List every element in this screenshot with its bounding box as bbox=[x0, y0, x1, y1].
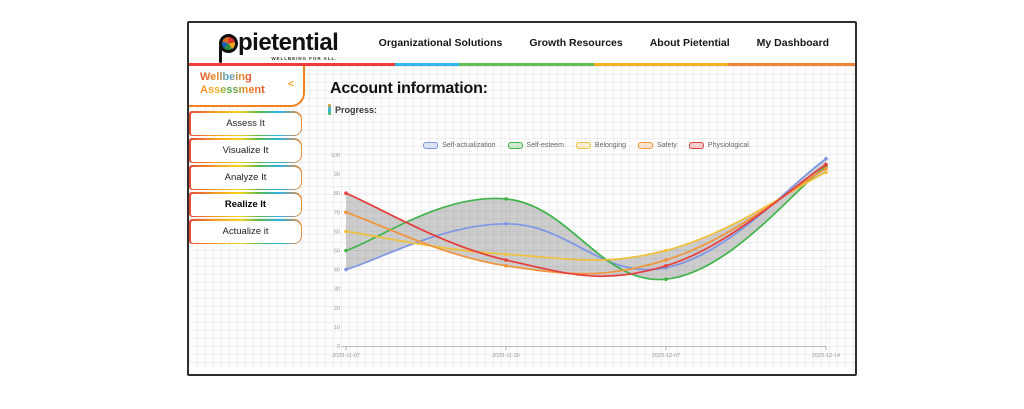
svg-text:60: 60 bbox=[334, 229, 340, 235]
logo-tagline: WELLBEING FOR ALL. bbox=[271, 56, 338, 61]
sidebar-item-label: Assess It bbox=[190, 112, 301, 135]
nav-about-pietential[interactable]: About Pietential bbox=[649, 37, 730, 49]
svg-text:2023-12-07: 2023-12-07 bbox=[652, 353, 680, 359]
page-title: Account information: bbox=[330, 80, 488, 97]
legend-label: Self-esteem bbox=[526, 142, 564, 149]
sidebar-header: Wellbeing Assessment < bbox=[189, 66, 305, 107]
sidebar-item-visualize-it[interactable]: Visualize It bbox=[189, 138, 302, 163]
header: pietential WELLBEING FOR ALL. Organizati… bbox=[189, 23, 855, 63]
sidebar-item-label: Visualize It bbox=[190, 139, 301, 162]
progress-accent-bar bbox=[328, 104, 331, 115]
content-area: Wellbeing Assessment < Assess It Visualiz… bbox=[189, 66, 855, 367]
legend-swatch-icon bbox=[638, 142, 654, 149]
svg-text:40: 40 bbox=[334, 268, 340, 274]
chart-legend: Self-actualization Self-esteem Belonging Sa… bbox=[346, 142, 826, 149]
sidebar-title: Wellbeing Assessment bbox=[200, 71, 265, 96]
legend-label: Physiological bbox=[707, 142, 749, 149]
legend-item-self-esteem[interactable]: Self-esteem bbox=[507, 142, 564, 149]
svg-text:2023-11-07: 2023-11-07 bbox=[332, 353, 360, 359]
divider-segment-2 bbox=[459, 63, 594, 66]
legend-item-physiological[interactable]: Physiological bbox=[688, 142, 749, 149]
progress-section: Progress: bbox=[328, 104, 377, 115]
legend-label: Belonging bbox=[594, 142, 627, 149]
svg-text:0: 0 bbox=[337, 344, 340, 350]
legend-swatch-icon bbox=[688, 142, 704, 149]
rainbow-divider bbox=[189, 63, 855, 66]
logo-text: pietential bbox=[238, 29, 339, 56]
legend-swatch-icon bbox=[575, 142, 591, 149]
svg-text:80: 80 bbox=[334, 191, 340, 197]
legend-item-safety[interactable]: Safety bbox=[638, 142, 677, 149]
svg-text:20: 20 bbox=[334, 306, 340, 312]
nav-organizational-solutions[interactable]: Organizational Solutions bbox=[378, 37, 503, 49]
wellbeing-line-chart[interactable]: 0 10 20 30 40 50 60 70 80 90 100 2023-11-07 2023-11-… bbox=[320, 151, 840, 367]
svg-text:2023-11-30: 2023-11-30 bbox=[492, 353, 520, 359]
divider-segment-3 bbox=[593, 63, 729, 66]
legend-swatch-icon bbox=[507, 142, 523, 149]
sidebar-item-label: Analyze It bbox=[190, 166, 301, 189]
divider-segment-0 bbox=[189, 63, 396, 66]
sidebar-item-analyze-it[interactable]: Analyze It bbox=[189, 165, 302, 190]
svg-text:50: 50 bbox=[334, 249, 340, 255]
app-window: pietential WELLBEING FOR ALL. Organizati… bbox=[187, 21, 857, 376]
divider-segment-4 bbox=[728, 63, 855, 66]
nav-growth-resources[interactable]: Growth Resources bbox=[529, 37, 623, 49]
legend-item-belonging[interactable]: Belonging bbox=[575, 142, 627, 149]
sidebar-item-realize-it[interactable]: Realize It bbox=[189, 192, 302, 217]
nav-my-dashboard[interactable]: My Dashboard bbox=[756, 37, 829, 49]
svg-text:90: 90 bbox=[334, 172, 340, 178]
divider-segment-1 bbox=[395, 63, 460, 66]
sidebar-item-assess-it[interactable]: Assess It bbox=[189, 111, 302, 136]
collapse-chevron-icon[interactable]: < bbox=[288, 79, 294, 90]
svg-text:2023-12-14: 2023-12-14 bbox=[812, 353, 840, 359]
svg-text:30: 30 bbox=[334, 287, 340, 293]
legend-label: Safety bbox=[657, 142, 677, 149]
svg-text:70: 70 bbox=[334, 210, 340, 216]
svg-text:10: 10 bbox=[334, 325, 340, 331]
main-nav: Organizational Solutions Growth Resources… bbox=[379, 37, 829, 49]
legend-item-self-actualization[interactable]: Self-actualization bbox=[423, 142, 496, 149]
sidebar-item-label: Actualize it bbox=[190, 220, 301, 243]
sidebar-item-actualize-it[interactable]: Actualize it bbox=[189, 219, 302, 244]
progress-label: Progress: bbox=[335, 104, 378, 115]
sidebar-item-label: Realize It bbox=[190, 193, 301, 216]
svg-text:100: 100 bbox=[331, 153, 340, 159]
logo[interactable]: pietential WELLBEING FOR ALL. bbox=[219, 27, 339, 63]
legend-label: Self-actualization bbox=[442, 142, 496, 149]
logo-pie-icon bbox=[219, 34, 238, 63]
legend-swatch-icon bbox=[423, 142, 439, 149]
